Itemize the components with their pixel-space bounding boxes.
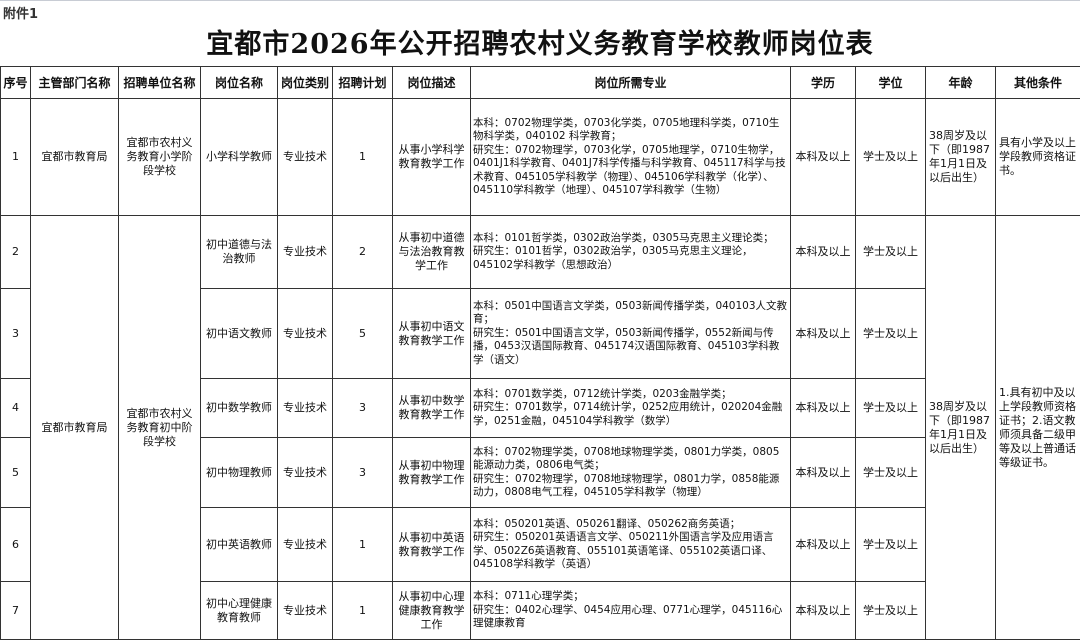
major-undergrad: 本科：0101哲学类，0302政治学类，0305马克思主义理论类； [473,232,788,246]
cell-desc: 从事初中语文教育教学工作 [393,289,471,379]
header-row: 序号 主管部门名称 招聘单位名称 岗位名称 岗位类别 招聘计划 岗位描述 岗位所… [1,67,1080,99]
cell-age-merged: 38周岁及以下（即1987年1月1日及以后出生） [926,216,996,640]
header-post: 岗位名称 [201,67,278,99]
major-grad: 研究生：0701数学，0714统计学，0252应用统计，020204金融学，02… [473,401,788,428]
cell-major: 本科：050201英语、050261翻译、050262商务英语；研究生：0502… [471,508,791,582]
cell-desc: 从事初中心理健康教育教学工作 [393,582,471,640]
cell-no: 4 [1,379,31,438]
header-plan: 招聘计划 [333,67,393,99]
cell-plan: 5 [333,289,393,379]
cell-plan: 2 [333,216,393,289]
header-no: 序号 [1,67,31,99]
cell-category: 专业技术 [278,99,333,216]
cell-degree: 学士及以上 [856,289,926,379]
table-row: 1 宜都市教育局 宜都市农村义务教育小学阶段学校 小学科学教师 专业技术 1 从… [1,99,1080,216]
cell-no: 5 [1,438,31,508]
page-title: 宜都市2026年公开招聘农村义务教育学校教师岗位表 [0,22,1080,61]
cell-degree: 学士及以上 [856,99,926,216]
cell-plan: 1 [333,99,393,216]
cell-category: 专业技术 [278,289,333,379]
major-grad: 研究生：0402心理学、0454应用心理、0771心理学，045116心理健康教… [473,604,788,631]
cell-post: 初中道德与法治教师 [201,216,278,289]
cell-edu: 本科及以上 [791,379,856,438]
cell-no: 1 [1,99,31,216]
major-undergrad: 本科：0702物理学类，0708地球物理学类，0801力学类，0805能源动力类… [473,446,788,473]
major-undergrad: 本科：0701数学类，0712统计学类，0203金融学类； [473,388,788,402]
header-dept: 主管部门名称 [31,67,119,99]
cell-degree: 学士及以上 [856,582,926,640]
major-undergrad: 本科：0702物理学类，0703化学类，0705地理科学类，0710生物科学类，… [473,117,788,144]
cell-edu: 本科及以上 [791,289,856,379]
cell-edu: 本科及以上 [791,582,856,640]
positions-table: 序号 主管部门名称 招聘单位名称 岗位名称 岗位类别 招聘计划 岗位描述 岗位所… [0,66,1080,640]
major-grad: 研究生：050201英语语言文学、050211外国语言学及应用语言学、0502Z… [473,531,788,572]
cell-plan: 3 [333,438,393,508]
major-undergrad: 本科：0711心理学类； [473,590,788,604]
cell-degree: 学士及以上 [856,438,926,508]
cell-desc: 从事初中道德与法治教育教学工作 [393,216,471,289]
cell-desc: 从事初中数学教育教学工作 [393,379,471,438]
cell-plan: 3 [333,379,393,438]
cell-no: 2 [1,216,31,289]
cell-plan: 1 [333,508,393,582]
major-grad: 研究生：0101哲学，0302政治学，0305马克思主义理论，045102学科教… [473,245,788,272]
cell-post: 初中物理教师 [201,438,278,508]
major-grad: 研究生：0702物理学，0703化学，0705地理学，0710生物学，0401J… [473,144,788,198]
cell-post: 初中语文教师 [201,289,278,379]
cell-desc: 从事初中英语教育教学工作 [393,508,471,582]
cell-desc: 从事小学科学教育教学工作 [393,99,471,216]
cell-degree: 学士及以上 [856,379,926,438]
cell-post: 小学科学教师 [201,99,278,216]
cell-major: 本科：0501中国语言文学类，0503新闻传播学类，040103人文教育；研究生… [471,289,791,379]
cell-edu: 本科及以上 [791,508,856,582]
cell-major: 本科：0711心理学类；研究生：0402心理学、0454应用心理、0771心理学… [471,582,791,640]
cell-no: 6 [1,508,31,582]
cell-major: 本科：0701数学类，0712统计学类，0203金融学类；研究生：0701数学，… [471,379,791,438]
cell-dept: 宜都市教育局 [31,99,119,216]
header-category: 岗位类别 [278,67,333,99]
header-degree: 学位 [856,67,926,99]
cell-other-merged: 1.具有初中及以上学段教师资格证书；2.语文教师须具备二级甲等及以上普通话等级证… [996,216,1080,640]
cell-post: 初中数学教师 [201,379,278,438]
cell-edu: 本科及以上 [791,99,856,216]
cell-age: 38周岁及以下（即1987年1月1日及以后出生） [926,99,996,216]
header-other: 其他条件 [996,67,1080,99]
attachment-label: 附件1 [3,3,38,22]
major-undergrad: 本科：050201英语、050261翻译、050262商务英语； [473,518,788,532]
header-age: 年龄 [926,67,996,99]
cell-major: 本科：0101哲学类，0302政治学类，0305马克思主义理论类；研究生：010… [471,216,791,289]
cell-degree: 学士及以上 [856,216,926,289]
cell-post: 初中英语教师 [201,508,278,582]
cell-category: 专业技术 [278,438,333,508]
cell-unit: 宜都市农村义务教育小学阶段学校 [119,99,201,216]
header-desc: 岗位描述 [393,67,471,99]
cell-major: 本科：0702物理学类，0703化学类，0705地理科学类，0710生物科学类，… [471,99,791,216]
cell-dept-merged: 宜都市教育局 [31,216,119,640]
major-grad: 研究生：0702物理学，0708地球物理学，0801力学，0858能源动力，08… [473,473,788,500]
major-grad: 研究生：0501中国语言文学，0503新闻传播学，0552新闻与传播，0453汉… [473,327,788,368]
cell-category: 专业技术 [278,508,333,582]
cell-other: 具有小学及以上学段教师资格证书。 [996,99,1080,216]
cell-desc: 从事初中物理教育教学工作 [393,438,471,508]
cell-category: 专业技术 [278,379,333,438]
cell-degree: 学士及以上 [856,508,926,582]
header-edu: 学历 [791,67,856,99]
table-row: 2 宜都市教育局 宜都市农村义务教育初中阶段学校 初中道德与法治教师 专业技术 … [1,216,1080,289]
header-unit: 招聘单位名称 [119,67,201,99]
header-major: 岗位所需专业 [471,67,791,99]
cell-plan: 1 [333,582,393,640]
cell-category: 专业技术 [278,216,333,289]
cell-post: 初中心理健康教育教师 [201,582,278,640]
cell-edu: 本科及以上 [791,216,856,289]
cell-no: 3 [1,289,31,379]
major-undergrad: 本科：0501中国语言文学类，0503新闻传播学类，040103人文教育； [473,300,788,327]
cell-major: 本科：0702物理学类，0708地球物理学类，0801力学类，0805能源动力类… [471,438,791,508]
cell-unit-merged: 宜都市农村义务教育初中阶段学校 [119,216,201,640]
cell-edu: 本科及以上 [791,438,856,508]
cell-no: 7 [1,582,31,640]
cell-category: 专业技术 [278,582,333,640]
top-border [0,0,1080,1]
